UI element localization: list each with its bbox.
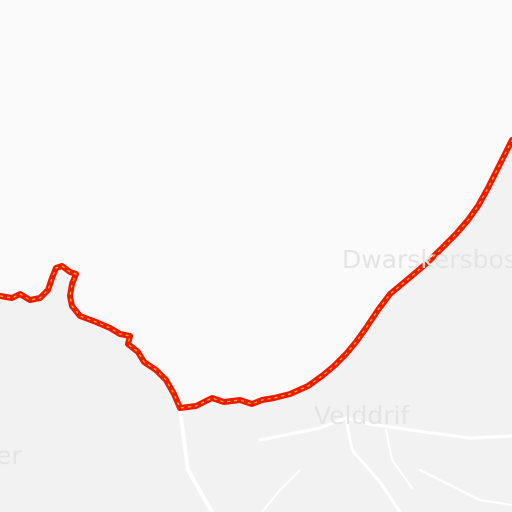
road-southwest xyxy=(261,469,301,512)
road-east-spur xyxy=(419,469,512,506)
sea-area xyxy=(0,0,512,410)
road-velddrif-south xyxy=(344,416,402,512)
roads xyxy=(178,408,512,512)
road-north-spur xyxy=(385,429,413,489)
place-label-velddrif: Velddrif xyxy=(314,401,410,430)
place-label-partial: er xyxy=(0,441,22,470)
coastline-highlight-inner xyxy=(0,139,512,409)
road-velddrif-east xyxy=(258,416,512,442)
place-label-dwarskersbos: Dwarskersbos xyxy=(342,245,512,274)
road-main xyxy=(178,408,214,512)
